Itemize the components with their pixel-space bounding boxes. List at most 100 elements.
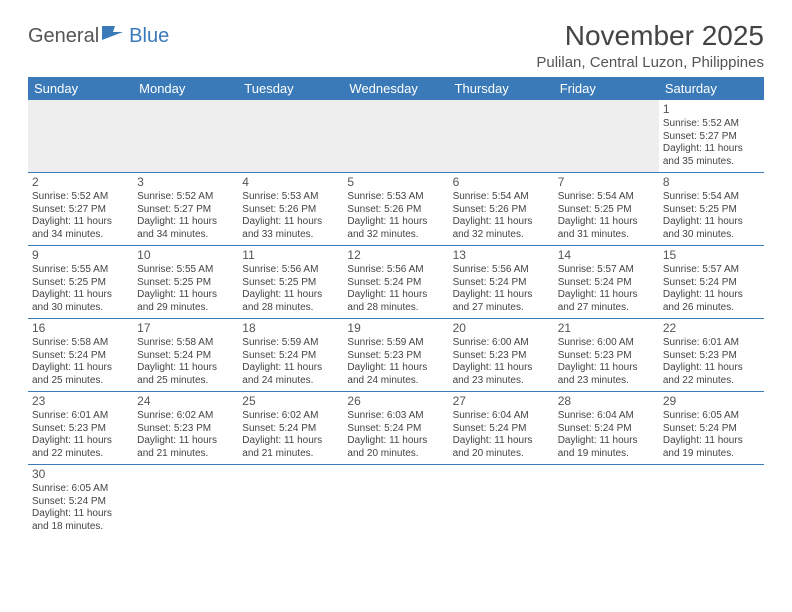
day-number: 21 bbox=[558, 321, 655, 336]
sunrise-line: Sunrise: 6:01 AM bbox=[32, 410, 129, 423]
page-header: General Blue November 2025 Pulilan, Cent… bbox=[28, 20, 764, 71]
calendar-day-cell bbox=[238, 100, 343, 173]
calendar-week-row: 1Sunrise: 5:52 AMSunset: 5:27 PMDaylight… bbox=[28, 100, 764, 173]
calendar-day-cell bbox=[343, 465, 448, 538]
calendar-day-cell: 13Sunrise: 5:56 AMSunset: 5:24 PMDayligh… bbox=[449, 246, 554, 319]
sunrise-line: Sunrise: 6:00 AM bbox=[453, 337, 550, 350]
day-number: 7 bbox=[558, 175, 655, 190]
sunset-line: Sunset: 5:25 PM bbox=[137, 277, 234, 290]
day-header: Friday bbox=[554, 77, 659, 100]
sunrise-line: Sunrise: 5:53 AM bbox=[347, 191, 444, 204]
daylight-line: Daylight: 11 hours and 32 minutes. bbox=[347, 216, 444, 241]
calendar-day-cell: 8Sunrise: 5:54 AMSunset: 5:25 PMDaylight… bbox=[659, 173, 764, 246]
calendar-day-cell: 16Sunrise: 5:58 AMSunset: 5:24 PMDayligh… bbox=[28, 319, 133, 392]
calendar-day-cell: 17Sunrise: 5:58 AMSunset: 5:24 PMDayligh… bbox=[133, 319, 238, 392]
day-number: 8 bbox=[663, 175, 760, 190]
day-number: 11 bbox=[242, 248, 339, 263]
sunrise-line: Sunrise: 5:58 AM bbox=[137, 337, 234, 350]
calendar-day-cell bbox=[449, 100, 554, 173]
sunset-line: Sunset: 5:24 PM bbox=[32, 496, 129, 509]
sunset-line: Sunset: 5:24 PM bbox=[663, 277, 760, 290]
daylight-line: Daylight: 11 hours and 22 minutes. bbox=[663, 362, 760, 387]
sunset-line: Sunset: 5:24 PM bbox=[347, 277, 444, 290]
logo-text-general: General bbox=[28, 25, 99, 48]
calendar-day-cell: 29Sunrise: 6:05 AMSunset: 5:24 PMDayligh… bbox=[659, 392, 764, 465]
calendar-day-cell: 18Sunrise: 5:59 AMSunset: 5:24 PMDayligh… bbox=[238, 319, 343, 392]
calendar-day-cell: 12Sunrise: 5:56 AMSunset: 5:24 PMDayligh… bbox=[343, 246, 448, 319]
daylight-line: Daylight: 11 hours and 24 minutes. bbox=[242, 362, 339, 387]
calendar-day-cell: 9Sunrise: 5:55 AMSunset: 5:25 PMDaylight… bbox=[28, 246, 133, 319]
calendar-day-cell bbox=[554, 465, 659, 538]
daylight-line: Daylight: 11 hours and 21 minutes. bbox=[242, 435, 339, 460]
calendar-week-row: 2Sunrise: 5:52 AMSunset: 5:27 PMDaylight… bbox=[28, 173, 764, 246]
calendar-day-cell bbox=[133, 465, 238, 538]
sunset-line: Sunset: 5:24 PM bbox=[558, 277, 655, 290]
day-number: 12 bbox=[347, 248, 444, 263]
day-header: Monday bbox=[133, 77, 238, 100]
calendar-day-cell: 11Sunrise: 5:56 AMSunset: 5:25 PMDayligh… bbox=[238, 246, 343, 319]
sunset-line: Sunset: 5:27 PM bbox=[137, 204, 234, 217]
daylight-line: Daylight: 11 hours and 27 minutes. bbox=[558, 289, 655, 314]
sunrise-line: Sunrise: 5:59 AM bbox=[347, 337, 444, 350]
sunrise-line: Sunrise: 5:56 AM bbox=[242, 264, 339, 277]
calendar-day-cell bbox=[343, 100, 448, 173]
calendar-day-cell: 1Sunrise: 5:52 AMSunset: 5:27 PMDaylight… bbox=[659, 100, 764, 173]
calendar-week-row: 9Sunrise: 5:55 AMSunset: 5:25 PMDaylight… bbox=[28, 246, 764, 319]
day-number: 15 bbox=[663, 248, 760, 263]
calendar-day-cell bbox=[659, 465, 764, 538]
flag-icon bbox=[101, 24, 127, 48]
daylight-line: Daylight: 11 hours and 25 minutes. bbox=[32, 362, 129, 387]
calendar-day-cell: 3Sunrise: 5:52 AMSunset: 5:27 PMDaylight… bbox=[133, 173, 238, 246]
calendar-day-cell: 20Sunrise: 6:00 AMSunset: 5:23 PMDayligh… bbox=[449, 319, 554, 392]
daylight-line: Daylight: 11 hours and 25 minutes. bbox=[137, 362, 234, 387]
sunrise-line: Sunrise: 5:55 AM bbox=[32, 264, 129, 277]
day-header: Wednesday bbox=[343, 77, 448, 100]
daylight-line: Daylight: 11 hours and 23 minutes. bbox=[453, 362, 550, 387]
logo-text-blue: Blue bbox=[129, 25, 169, 48]
sunrise-line: Sunrise: 6:05 AM bbox=[663, 410, 760, 423]
sunset-line: Sunset: 5:24 PM bbox=[558, 423, 655, 436]
calendar-week-row: 16Sunrise: 5:58 AMSunset: 5:24 PMDayligh… bbox=[28, 319, 764, 392]
day-number: 17 bbox=[137, 321, 234, 336]
day-number: 27 bbox=[453, 394, 550, 409]
day-number: 5 bbox=[347, 175, 444, 190]
sunset-line: Sunset: 5:25 PM bbox=[32, 277, 129, 290]
day-number: 10 bbox=[137, 248, 234, 263]
sunrise-line: Sunrise: 5:56 AM bbox=[453, 264, 550, 277]
sunrise-line: Sunrise: 5:53 AM bbox=[242, 191, 339, 204]
calendar-day-cell: 2Sunrise: 5:52 AMSunset: 5:27 PMDaylight… bbox=[28, 173, 133, 246]
day-number: 28 bbox=[558, 394, 655, 409]
sunset-line: Sunset: 5:25 PM bbox=[558, 204, 655, 217]
calendar-week-row: 30Sunrise: 6:05 AMSunset: 5:24 PMDayligh… bbox=[28, 465, 764, 538]
daylight-line: Daylight: 11 hours and 29 minutes. bbox=[137, 289, 234, 314]
sunrise-line: Sunrise: 5:54 AM bbox=[453, 191, 550, 204]
sunrise-line: Sunrise: 6:01 AM bbox=[663, 337, 760, 350]
daylight-line: Daylight: 11 hours and 19 minutes. bbox=[558, 435, 655, 460]
daylight-line: Daylight: 11 hours and 22 minutes. bbox=[32, 435, 129, 460]
calendar-day-cell: 26Sunrise: 6:03 AMSunset: 5:24 PMDayligh… bbox=[343, 392, 448, 465]
daylight-line: Daylight: 11 hours and 27 minutes. bbox=[453, 289, 550, 314]
daylight-line: Daylight: 11 hours and 21 minutes. bbox=[137, 435, 234, 460]
sunrise-line: Sunrise: 5:52 AM bbox=[137, 191, 234, 204]
sunset-line: Sunset: 5:25 PM bbox=[242, 277, 339, 290]
calendar-day-cell: 19Sunrise: 5:59 AMSunset: 5:23 PMDayligh… bbox=[343, 319, 448, 392]
sunset-line: Sunset: 5:24 PM bbox=[32, 350, 129, 363]
month-title: November 2025 bbox=[536, 20, 764, 52]
daylight-line: Daylight: 11 hours and 18 minutes. bbox=[32, 508, 129, 533]
sunrise-line: Sunrise: 5:52 AM bbox=[663, 118, 760, 131]
calendar-day-cell: 5Sunrise: 5:53 AMSunset: 5:26 PMDaylight… bbox=[343, 173, 448, 246]
sunset-line: Sunset: 5:26 PM bbox=[242, 204, 339, 217]
day-number: 18 bbox=[242, 321, 339, 336]
sunrise-line: Sunrise: 5:54 AM bbox=[558, 191, 655, 204]
sunrise-line: Sunrise: 6:04 AM bbox=[453, 410, 550, 423]
calendar-table: SundayMondayTuesdayWednesdayThursdayFrid… bbox=[28, 77, 764, 537]
calendar-day-cell bbox=[554, 100, 659, 173]
day-number: 13 bbox=[453, 248, 550, 263]
logo: General Blue bbox=[28, 24, 169, 48]
sunrise-line: Sunrise: 6:05 AM bbox=[32, 483, 129, 496]
day-number: 23 bbox=[32, 394, 129, 409]
sunset-line: Sunset: 5:24 PM bbox=[347, 423, 444, 436]
daylight-line: Daylight: 11 hours and 19 minutes. bbox=[663, 435, 760, 460]
day-header: Saturday bbox=[659, 77, 764, 100]
calendar-day-cell: 7Sunrise: 5:54 AMSunset: 5:25 PMDaylight… bbox=[554, 173, 659, 246]
